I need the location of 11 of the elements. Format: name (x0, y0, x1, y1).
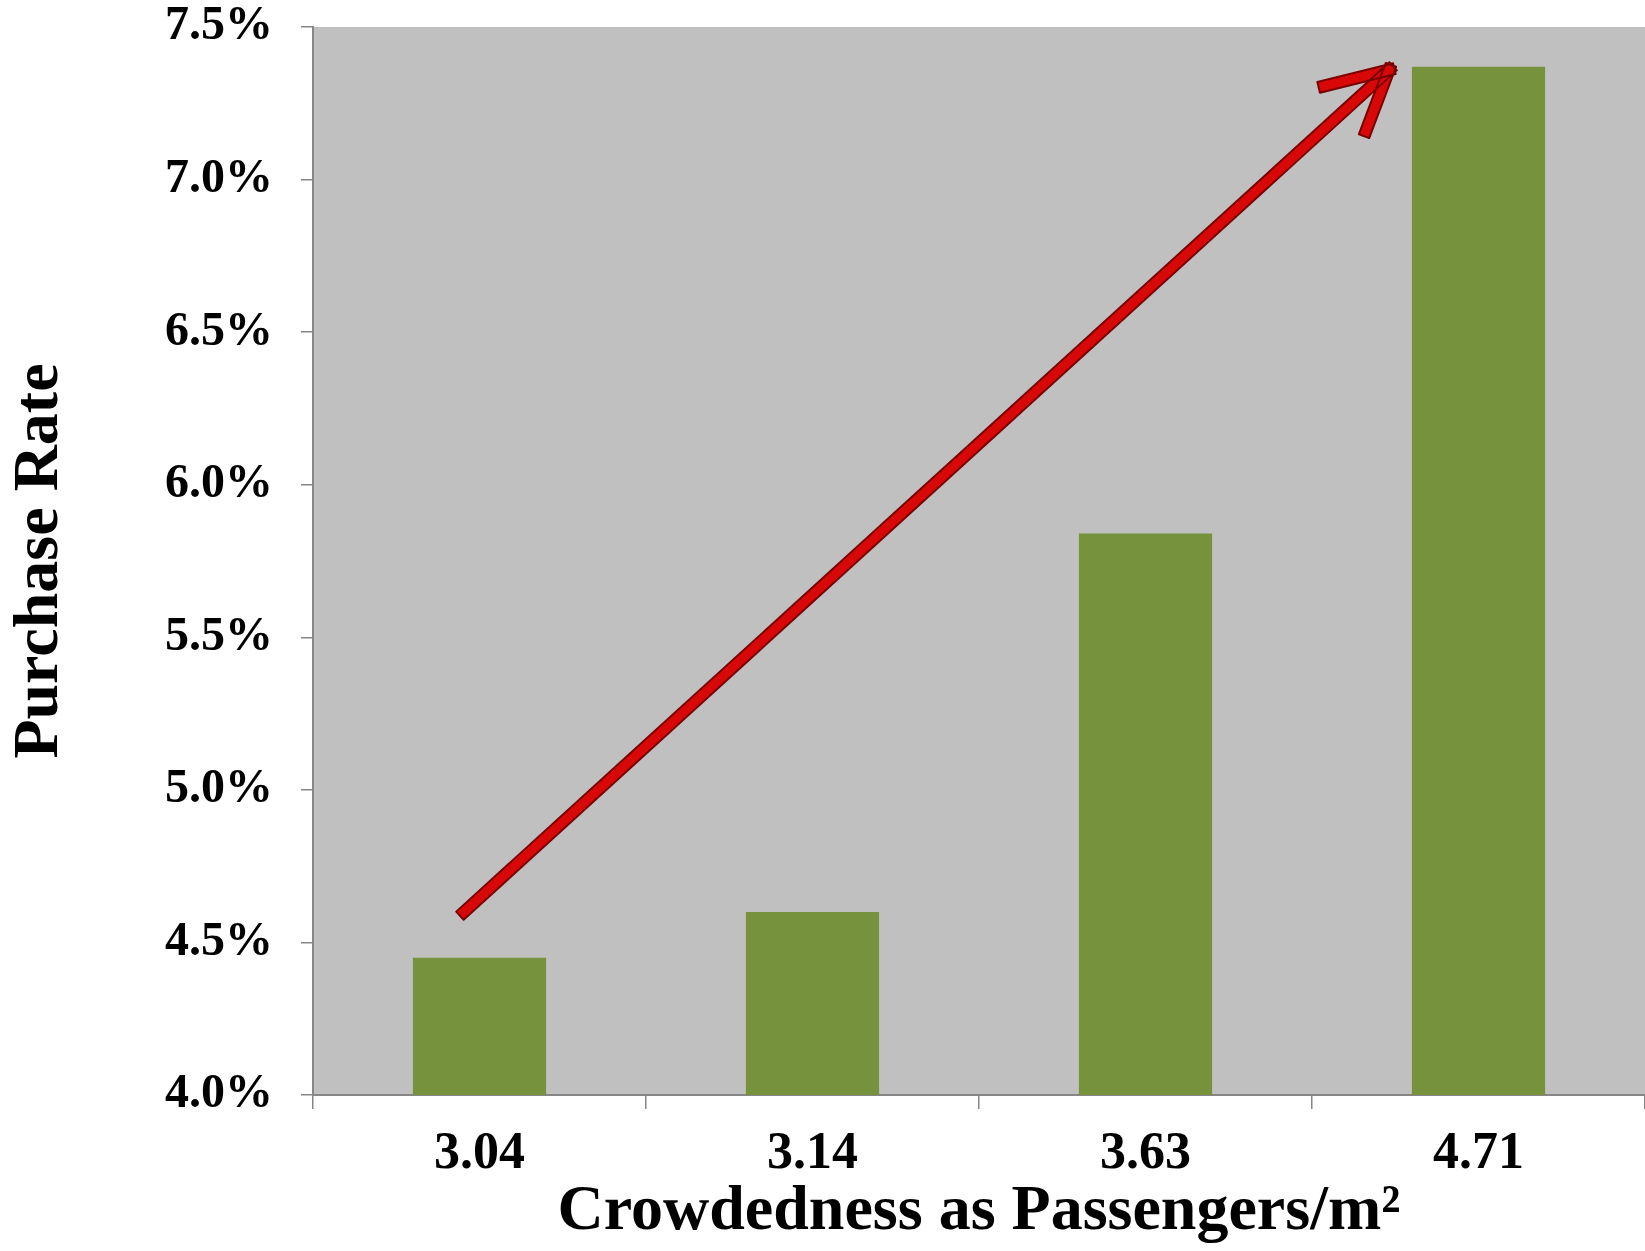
y-tick-label: 5.5% (165, 606, 273, 660)
y-tick-label: 7.5% (165, 0, 273, 50)
y-tick-label: 5.0% (165, 759, 273, 813)
y-tick-label: 6.5% (165, 301, 273, 355)
y-tick-label: 4.0% (165, 1064, 273, 1118)
x-tick-label: 4.71 (1433, 1121, 1524, 1179)
y-tick-label: 4.5% (165, 911, 273, 965)
y-tick-label: 6.0% (165, 454, 273, 508)
y-axis-title: Purchase Rate (0, 363, 71, 759)
y-tick-label: 7.0% (165, 148, 273, 202)
x-tick-label: 3.04 (434, 1121, 525, 1179)
